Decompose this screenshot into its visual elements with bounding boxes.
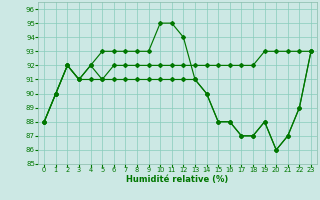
X-axis label: Humidité relative (%): Humidité relative (%) <box>126 175 229 184</box>
